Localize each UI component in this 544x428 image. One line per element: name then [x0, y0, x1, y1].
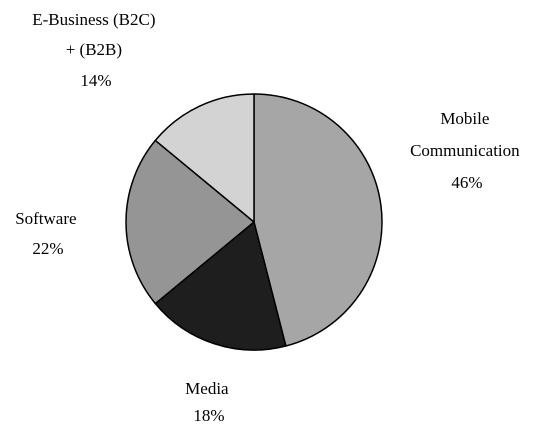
label-media: Media 18% — [185, 379, 233, 425]
label-e-business: E-Business (B2C) + (B2B) 14% — [32, 10, 160, 90]
label-media-value: 18% — [193, 406, 224, 425]
pie-slice-mobile-communication — [253, 93, 383, 347]
pie-slice-software — [125, 139, 255, 305]
label-mobile-communication-line-1: Mobile — [440, 109, 489, 128]
label-mobile-communication: Mobile Communication 46% — [410, 109, 524, 192]
pie-slices — [125, 93, 383, 351]
label-mobile-communication-value: 46% — [451, 173, 482, 192]
label-software-line-1: Software — [15, 209, 76, 228]
pie-slice-media — [154, 221, 287, 351]
pie-slice-e-business-b2c-b2b — [154, 93, 255, 223]
label-e-business-line-2: + (B2B) — [66, 40, 122, 59]
label-e-business-value: 14% — [80, 71, 111, 90]
label-software: Software 22% — [15, 209, 81, 258]
label-media-line-1: Media — [185, 379, 229, 398]
label-mobile-communication-line-2: Communication — [410, 141, 520, 160]
label-e-business-line-1: E-Business (B2C) — [32, 10, 155, 29]
label-software-value: 22% — [32, 239, 63, 258]
